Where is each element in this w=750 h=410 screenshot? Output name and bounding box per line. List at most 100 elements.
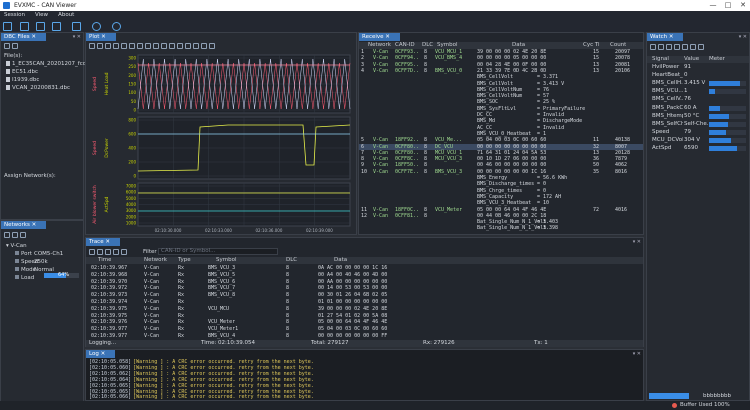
receive-row[interactable]: 7 V-Can 0CFF80.. 8 MCU_VCU_1 71 64 31 01 24 0… xyxy=(359,150,643,156)
dbc-files-tab[interactable]: DBC Files ✕ xyxy=(1,33,46,41)
dbc-file-item[interactable]: 1_EC35CAN_20201207_fcdbc xyxy=(6,61,93,67)
col-dlc[interactable]: DLC xyxy=(422,42,434,48)
plot-tool-icon[interactable] xyxy=(161,43,167,49)
col-network[interactable]: Network xyxy=(368,42,391,48)
plot-area[interactable]: 300 250 200 150 100 50 0 Speed Heat Load 800 600 40… xyxy=(86,53,356,236)
plot-tool-icon[interactable] xyxy=(89,43,95,49)
watch-row[interactable]: BMS_CellV... 76 xyxy=(647,96,749,104)
menu-about[interactable]: About xyxy=(58,12,75,18)
signal-row[interactable]: BMS_CellVolt = 3.371 xyxy=(359,74,643,80)
menu-session[interactable]: Session xyxy=(4,12,25,18)
plot-tool-icon[interactable] xyxy=(113,43,119,49)
plot-tool-icon[interactable] xyxy=(169,43,175,49)
trace-scroll-icon[interactable] xyxy=(113,249,119,255)
record-icon[interactable] xyxy=(72,22,81,31)
signal-row[interactable]: BMS_Chrge_times = 0 xyxy=(359,188,643,194)
signal-row[interactable]: Bat_Single_Num_N_1_Volt = 3.403 xyxy=(359,219,643,225)
watch-tab[interactable]: Watch ✕ xyxy=(647,33,684,41)
trace-clear-icon[interactable] xyxy=(89,249,95,255)
gear-icon[interactable] xyxy=(112,22,121,31)
settings-icon[interactable] xyxy=(92,22,101,31)
receive-row[interactable]: 3 V-Can 0CFF95.. 8 00 04 28 4E 00 0F 00 00 13… xyxy=(359,62,643,68)
plot-tool-icon[interactable] xyxy=(97,43,103,49)
signal-row[interactable]: BMS_CellVoltNum = 57 xyxy=(359,93,643,99)
col-type[interactable]: Type xyxy=(178,257,191,263)
remove-network-icon[interactable] xyxy=(12,232,18,238)
menu-view[interactable]: View xyxy=(35,12,49,18)
watch-row[interactable]: BMS_Htemp 50 °C xyxy=(647,113,749,121)
trace-row[interactable]: 02:10:39.977 V-Can Rx BMS_VCU_4 8 00 00 00 00… xyxy=(86,333,643,340)
watch-tool-icon[interactable] xyxy=(650,44,656,50)
network-settings-icon[interactable] xyxy=(20,232,26,238)
watch-tool-icon[interactable] xyxy=(690,44,696,50)
receive-row[interactable]: 11 V-Can 18FF0C.. 8 VCU_Meter 05 00 00 64 04 … xyxy=(359,207,643,213)
receive-row[interactable]: 4 V-Can 0CFF7D.. 8 BMS_VCU_0 21 33 39 7E 0D 4… xyxy=(359,68,643,74)
receive-tab[interactable]: Receive ✕ xyxy=(359,33,400,41)
signal-row[interactable]: AC_CC = Invalid xyxy=(359,125,643,131)
col-time[interactable]: Time xyxy=(98,257,112,263)
trace-row[interactable]: 02:10:39.967 V-Can Rx BMS_VCU_3 8 0A AC 00 00… xyxy=(86,265,643,272)
trace-tab[interactable]: Trace ✕ xyxy=(86,238,120,246)
receive-row[interactable]: 5 V-Can 18FF92.. 8 VCU_Me... 05 04 00 03 0C 0… xyxy=(359,137,643,143)
watch-row[interactable]: Speed 79 xyxy=(647,129,749,137)
trace-panel-controls[interactable]: ▾ ✕ xyxy=(632,239,641,245)
export-icon[interactable] xyxy=(52,22,61,31)
plot-tool-icon[interactable] xyxy=(209,43,215,49)
signal-row[interactable]: BMS_SysFltLvl = PrimaryFailure xyxy=(359,106,643,112)
plot-tab[interactable]: Plot ✕ xyxy=(86,33,116,41)
save-icon[interactable] xyxy=(36,22,45,31)
watch-row[interactable]: BMS_PackC...60 A xyxy=(647,105,749,113)
trace-save-icon[interactable] xyxy=(97,249,103,255)
log-panel-controls[interactable]: ▾ ✕ xyxy=(632,351,641,357)
dbc-file-item[interactable]: EC51.dbc xyxy=(6,69,38,75)
log-tab[interactable]: Log ✕ xyxy=(86,350,116,358)
plot-tool-icon[interactable] xyxy=(185,43,191,49)
watch-tool-icon[interactable] xyxy=(698,44,704,50)
filter-input[interactable]: CAN-ID or Symbol... xyxy=(158,248,278,255)
watch-row[interactable]: HeartBeat_0 0 xyxy=(647,72,749,80)
watch-tool-icon[interactable] xyxy=(666,44,672,50)
signal-row[interactable]: BMS_VCU_0_Heatbeat = 1 xyxy=(359,131,643,137)
col-network[interactable]: Network xyxy=(144,257,167,263)
signal-row[interactable]: BMS_Energy = 56.6 KWh xyxy=(359,175,643,181)
plot-tool-icon[interactable] xyxy=(137,43,143,49)
watch-row[interactable]: BMS_SelfCh...Self-Che.. xyxy=(647,121,749,129)
watch-row[interactable]: BMS_CellH... 3.415 V xyxy=(647,80,749,88)
dbc-file-item[interactable]: VCAN_20200831.dbc xyxy=(6,85,70,91)
plot-tool-icon[interactable] xyxy=(153,43,159,49)
watch-row[interactable]: ActSpd 6590 xyxy=(647,145,749,153)
col-count[interactable]: Count xyxy=(610,42,627,48)
col-data[interactable]: Data xyxy=(512,42,526,48)
signal-row[interactable]: DC_CC = Invalid xyxy=(359,112,643,118)
watch-tool-icon[interactable] xyxy=(682,44,688,50)
open-file-icon[interactable] xyxy=(20,22,29,31)
maximize-button[interactable]: □ xyxy=(724,1,732,9)
trace-row[interactable]: 02:10:39.973 V-Can Rx BMS_VCU_8 8 00 30 01 26… xyxy=(86,292,643,299)
col-dlc[interactable]: DLC xyxy=(286,257,298,263)
network-root[interactable]: ▾ V-Can xyxy=(6,243,27,249)
minimize-button[interactable]: — xyxy=(709,1,717,9)
col-data[interactable]: Data xyxy=(334,257,348,263)
networks-tab[interactable]: Networks ✕ xyxy=(1,221,47,229)
trace-row[interactable]: 02:10:39.977 V-Can Rx VCU_Meter1 8 05 04 00 0… xyxy=(86,326,643,333)
plot-tool-icon[interactable] xyxy=(177,43,183,49)
receive-row[interactable]: 12 V-Can 0CFF81.. 8 00 44 0B 46 00 00 2C 18 xyxy=(359,213,643,219)
signal-row[interactable]: BMS_CellVolt = 3.413 V xyxy=(359,81,643,87)
watch-row[interactable]: MCU_DCVolt 304 V xyxy=(647,137,749,145)
dbc-file-item[interactable]: I1939.dbc xyxy=(6,77,39,83)
signal-row[interactable]: BMS_VCU_3_Heatbeat = 10 xyxy=(359,200,643,206)
col-symbol[interactable]: Symbol xyxy=(437,42,458,48)
connect-icon[interactable] xyxy=(3,22,12,31)
col-meter[interactable]: Meter xyxy=(709,56,725,62)
receive-row[interactable]: 1 V-Can 0CFF93.. 8 VCU_MCU_1 39 00 00 00 02 4… xyxy=(359,49,643,55)
receive-row[interactable]: 9 V-Can 18FF50.. 8 00 46 00 00 00 00 00 00 50… xyxy=(359,162,643,168)
watch-tool-icon[interactable] xyxy=(658,44,664,50)
watch-panel-controls[interactable]: ▾ ✕ xyxy=(738,34,747,40)
receive-row[interactable]: 6 V-Can 0CFF80.. 8 DC_VCU 00 00 00 00 00 00 0… xyxy=(359,143,643,150)
signal-row[interactable]: BMS_Discharge_times = 0 xyxy=(359,181,643,187)
watch-row[interactable]: HvilPower 91 xyxy=(647,64,749,72)
trace-row[interactable]: 02:10:39.972 V-Can Rx BMS_VCU_7 8 00 14 00 53… xyxy=(86,285,643,292)
trace-row[interactable]: 02:10:39.975 V-Can Rx 8 01 27 54 01 02 00 5A… xyxy=(86,313,643,320)
plot-tool-icon[interactable] xyxy=(145,43,151,49)
receive-row[interactable]: 8 V-Can 0CFF8C.. 8 MCU_VCU_3 00 10 1D 27 06 0… xyxy=(359,156,643,162)
